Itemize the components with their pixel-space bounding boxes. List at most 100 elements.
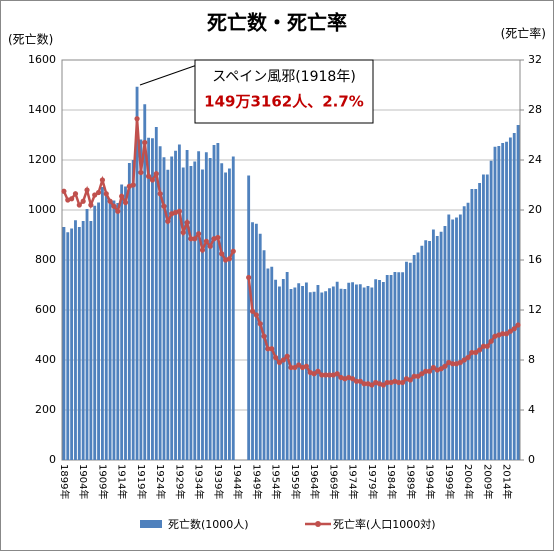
bar	[462, 206, 466, 460]
line-marker	[296, 362, 302, 368]
line-marker	[500, 331, 506, 337]
line-marker	[426, 368, 433, 374]
line-marker	[326, 372, 333, 378]
line-marker	[107, 198, 113, 204]
y2-tick-label: 0	[528, 453, 535, 466]
annotation-pointer	[139, 64, 198, 86]
line-marker	[153, 171, 159, 177]
line-marker	[384, 379, 390, 386]
bar	[447, 214, 451, 460]
x-tick-label: 1969年	[327, 464, 340, 499]
bar	[270, 266, 274, 460]
line-marker	[203, 238, 209, 244]
line-marker	[265, 346, 271, 352]
y-tick-label: 800	[35, 253, 56, 266]
line-marker	[76, 202, 82, 208]
bar	[335, 281, 339, 460]
bar	[131, 160, 135, 460]
bar	[224, 172, 227, 460]
bar	[293, 287, 297, 460]
bar	[251, 222, 254, 460]
bar	[420, 245, 424, 460]
line-marker	[419, 371, 425, 377]
line-marker	[95, 189, 102, 196]
x-tick-label: 1909年	[96, 464, 109, 499]
line-marker	[115, 208, 121, 214]
bar	[389, 275, 393, 460]
x-tick-label: 1999年	[443, 464, 456, 499]
bar	[100, 187, 104, 460]
bar	[204, 152, 208, 460]
bar	[74, 220, 77, 460]
line-marker	[176, 208, 182, 214]
line-marker	[315, 368, 321, 374]
line-marker	[469, 349, 475, 356]
bar	[435, 236, 439, 460]
bar	[177, 144, 181, 460]
line-marker	[253, 312, 259, 318]
line-marker	[246, 274, 252, 281]
bar	[308, 292, 312, 460]
line-marker	[407, 377, 413, 383]
x-tick-label: 1959年	[289, 464, 302, 499]
line-marker	[99, 177, 106, 183]
line-marker	[92, 192, 98, 198]
bar	[474, 189, 478, 460]
bar	[258, 233, 262, 460]
bar	[185, 150, 189, 460]
line-marker	[273, 354, 279, 361]
x-tick-label: 1934年	[193, 464, 206, 499]
bar	[455, 217, 458, 460]
x-tick-label: 1929年	[173, 464, 186, 499]
x-tick-label: 2004年	[462, 464, 475, 499]
bar	[485, 174, 489, 460]
bar	[127, 163, 131, 460]
bar	[189, 166, 193, 460]
bar	[124, 186, 127, 460]
annotation-detail: 149万3162人、2.7%	[204, 93, 364, 111]
bar	[358, 284, 362, 460]
bar	[378, 280, 381, 460]
bar	[108, 199, 112, 460]
line-marker	[219, 251, 225, 257]
line-marker	[450, 361, 456, 367]
line-marker	[411, 373, 417, 379]
line-marker	[284, 353, 290, 359]
y2-axis-title: (死亡率)	[501, 26, 546, 41]
line-marker	[415, 373, 421, 379]
bar	[278, 286, 281, 460]
bar	[431, 229, 435, 460]
x-tick-label: 1964年	[308, 464, 321, 499]
line-marker	[188, 236, 194, 242]
line-marker	[111, 203, 117, 209]
legend-label: 死亡数(1000人)	[168, 517, 249, 531]
y2-tick-label: 28	[528, 103, 542, 116]
line-marker	[138, 169, 144, 176]
bar	[493, 146, 497, 460]
line-marker	[503, 331, 510, 337]
x-tick-label: 1979年	[366, 464, 379, 499]
bar	[428, 241, 431, 460]
x-tick-label: 1919年	[135, 464, 148, 499]
bar	[301, 286, 304, 460]
bar	[66, 232, 70, 460]
bar	[93, 205, 97, 460]
y-tick-label: 600	[35, 303, 56, 316]
line-marker	[72, 191, 79, 197]
bar	[439, 231, 443, 460]
x-tick-label: 1944年	[231, 464, 244, 499]
bar	[416, 252, 420, 460]
bar	[385, 275, 389, 460]
line-marker	[199, 247, 206, 253]
bar	[401, 272, 405, 460]
line-marker	[461, 357, 467, 363]
x-tick-label: 1949年	[250, 464, 263, 499]
line-marker	[80, 198, 86, 204]
line-marker	[257, 321, 263, 327]
line-marker	[84, 187, 90, 193]
bar	[193, 161, 197, 460]
line-marker	[142, 139, 148, 146]
bar	[158, 146, 162, 460]
bar	[508, 137, 512, 460]
